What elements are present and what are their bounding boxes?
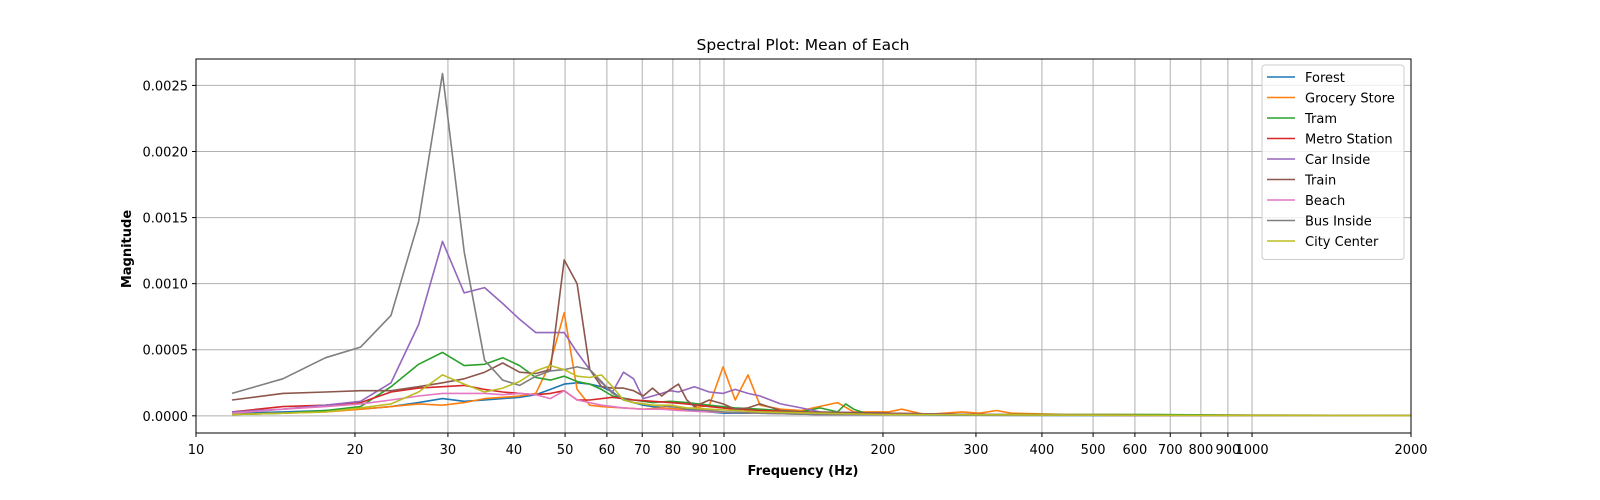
series-line-car-inside [231,240,1412,417]
x-tick-label: 90 [692,443,709,458]
x-tick-label: 700 [1158,443,1183,458]
x-axis-label: Frequency (Hz) [748,464,859,479]
legend: Forest Grocery Store Tram Metro Station Car … [1261,64,1405,260]
x-tick-label: 400 [1030,443,1055,458]
series-line-bus-inside [231,72,1412,417]
x-tick-label: 10 [188,443,205,458]
legend-label-city-center: City Center [1305,235,1379,250]
x-tick-label: 2000 [1394,443,1427,458]
data-series [231,72,1412,417]
y-tick-label: 0.0000 [143,410,189,425]
legend-label-grocery-store: Grocery Store [1305,92,1395,107]
x-tick-label: 60 [599,443,616,458]
legend-label-bus-inside: Bus Inside [1305,215,1372,230]
x-tick-label: 80 [665,443,682,458]
x-tick-label: 20 [347,443,364,458]
x-tick-label: 900 [1215,443,1240,458]
x-tick-label: 40 [506,443,523,458]
y-axis-label: Magnitude [120,210,135,289]
legend-label-beach: Beach [1305,194,1345,209]
plot-area-frame [195,58,1412,434]
legend-label-train: Train [1304,174,1336,189]
series-line-grocery-store [231,311,1412,417]
y-tick-label: 0.0005 [143,344,189,359]
x-tick-label: 800 [1188,443,1213,458]
chart-title: Spectral Plot: Mean of Each [697,36,910,54]
legend-label-metro-station: Metro Station [1305,133,1393,148]
x-tick-label: 300 [964,443,989,458]
legend-label-forest: Forest [1305,71,1345,86]
x-tick-label: 1000 [1236,443,1269,458]
y-tick-label: 0.0025 [143,79,189,94]
y-axis-ticks: 0.0000 0.0005 0.0010 0.0015 0.0020 0.0025 [143,79,196,425]
x-tick-label: 70 [634,443,651,458]
series-line-metro-station [231,384,1412,417]
grid [195,59,1412,433]
x-tick-label: 500 [1081,443,1106,458]
legend-label-tram: Tram [1304,112,1337,127]
y-tick-label: 0.0020 [143,146,189,161]
x-tick-label: 200 [871,443,896,458]
legend-box [1261,64,1405,260]
y-tick-label: 0.0015 [143,212,189,227]
y-tick-label: 0.0010 [143,278,189,293]
x-axis-ticks: 10 20 30 40 50 60 70 80 90 100 200 300 400 500 600 700 8… [188,433,1428,458]
x-tick-label: 50 [557,443,574,458]
series-line-city-center [231,364,1412,417]
x-tick-label: 30 [440,443,457,458]
series-line-train [231,259,1412,417]
legend-label-car-inside: Car Inside [1305,153,1370,168]
x-tick-label: 100 [712,443,737,458]
x-tick-label: 600 [1122,443,1147,458]
